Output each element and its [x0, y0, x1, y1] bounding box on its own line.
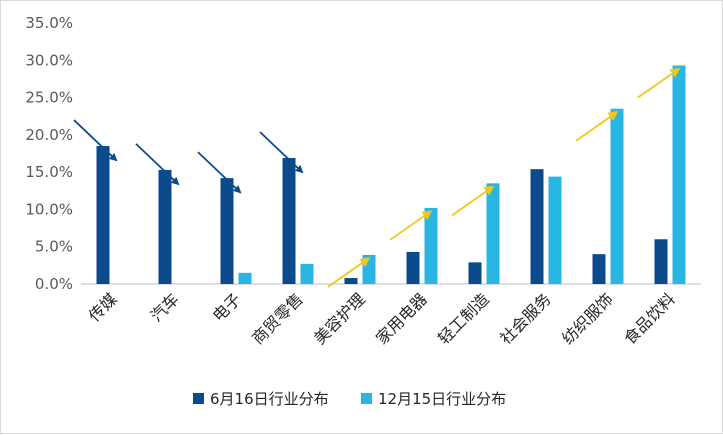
trend-arrow-down: [197, 151, 242, 194]
y-tick-label: 15.0%: [25, 163, 73, 181]
category-label: 传媒: [85, 289, 121, 325]
category-label: 汽车: [147, 289, 183, 325]
bar-layer: [96, 65, 686, 285]
bar-series1-0: [96, 146, 110, 284]
bar-series2-9: [672, 65, 686, 285]
legend-label-1: 6月16日行业分布: [210, 390, 329, 408]
trend-arrow-up: [327, 257, 371, 288]
category-label: 电子: [209, 289, 245, 325]
category-label: 商贸零售: [248, 289, 307, 348]
category-label: 食品饮料: [620, 289, 679, 348]
trend-arrow-down: [135, 143, 180, 186]
y-tick-label: 10.0%: [25, 200, 73, 218]
bar-series2-4: [362, 254, 376, 284]
axis-layer: 0.0% 5.0% 10.0% 15.0% 20.0% 25.0% 30.0% 35.0%: [25, 14, 701, 293]
bar-series2-8: [610, 108, 624, 284]
bar-series1-5: [406, 251, 420, 284]
legend: 6月16日行业分布 12月15日行业分布: [193, 390, 506, 408]
trend-arrow-up: [637, 67, 681, 99]
category-label: 轻工制造: [434, 289, 493, 348]
bar-series1-9: [654, 239, 668, 284]
category-label-layer: 传媒 汽车 电子 商贸零售 美容护理 家用电器 轻工制造 社会服务 纺织服饰 食品饮料: [85, 289, 679, 348]
bar-series1-7: [530, 169, 544, 284]
trend-arrow-down: [259, 131, 304, 174]
bar-series1-2: [220, 178, 234, 284]
bar-series2-3: [300, 263, 314, 284]
bar-series1-1: [158, 169, 172, 284]
legend-label-2: 12月15日行业分布: [378, 390, 506, 408]
category-label: 美容护理: [310, 289, 369, 348]
y-tick-label: 5.0%: [35, 238, 73, 256]
y-tick-label: 30.0%: [25, 51, 73, 69]
trend-arrow-up: [575, 111, 619, 142]
trend-arrow-down: [73, 119, 118, 162]
bar-series2-7: [548, 176, 562, 284]
bar-series2-5: [424, 207, 438, 284]
trend-arrow-layer: [73, 67, 681, 288]
y-tick-label: 25.0%: [25, 89, 73, 107]
category-label: 家用电器: [372, 289, 431, 348]
category-label: 纺织服饰: [558, 289, 617, 348]
bar-series1-6: [468, 262, 482, 284]
bar-series1-4: [344, 278, 358, 284]
bar-series2-6: [486, 183, 500, 284]
bar-series1-8: [592, 254, 606, 284]
bar-series2-2: [238, 272, 252, 284]
trend-arrow-up: [451, 185, 495, 217]
legend-swatch-1: [193, 393, 204, 404]
trend-arrow-up: [389, 210, 433, 241]
y-tick-label: 0.0%: [35, 275, 73, 293]
bar-series1-3: [282, 157, 296, 284]
category-label: 社会服务: [496, 289, 555, 348]
y-tick-label: 35.0%: [25, 14, 73, 32]
legend-swatch-2: [361, 393, 372, 404]
y-tick-label: 20.0%: [25, 126, 73, 144]
